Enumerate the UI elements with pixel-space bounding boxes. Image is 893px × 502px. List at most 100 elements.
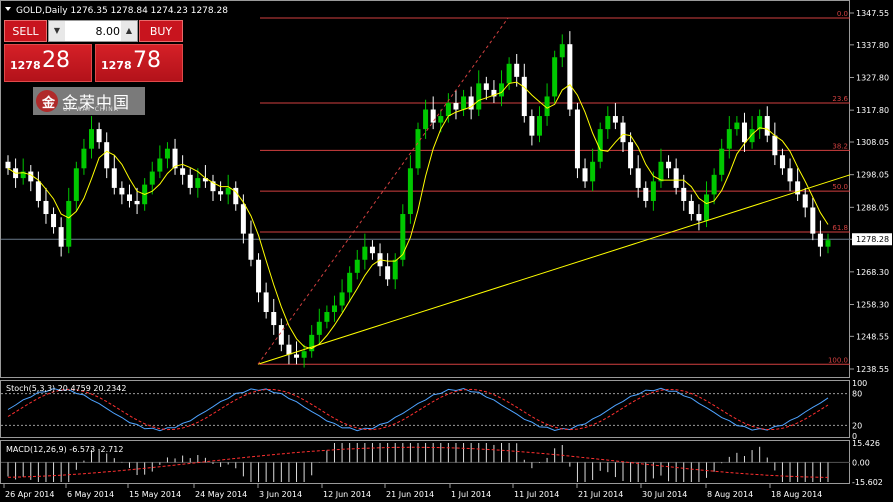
sell-button[interactable]: SELL [4, 20, 47, 42]
time-label: 21 Jul 2014 [578, 490, 623, 499]
candle-body [681, 187, 687, 201]
candle-body [772, 135, 778, 156]
fib-label-2: 38.2 [832, 142, 848, 150]
candle-body [688, 200, 694, 215]
logo-english-text: UP WAY CHINA [63, 106, 119, 113]
candle-body [263, 292, 269, 313]
candle-body [749, 129, 755, 143]
ask-price-button[interactable]: 1278 78 [95, 44, 183, 82]
candle-body [286, 344, 292, 355]
candle-body [248, 233, 254, 260]
candle-body [240, 204, 246, 234]
candle-body [445, 102, 451, 117]
candle-body [514, 63, 520, 77]
fib-label-0: 0.0 [837, 10, 848, 18]
candle-body [423, 109, 429, 130]
time-label: 3 Jun 2014 [259, 490, 302, 499]
candle-body [506, 63, 512, 84]
candle-body [301, 351, 307, 358]
candle-body [218, 191, 224, 195]
candle-body [825, 240, 831, 247]
bid-price-prefix: 1278 [10, 59, 41, 72]
candle-body [536, 116, 542, 136]
fib-label-1: 23.6 [832, 95, 848, 103]
candle-body [202, 178, 208, 182]
price-label: 1308.05 [856, 138, 889, 147]
chart-symbol-line: GOLD,Daily 1276.35 1278.84 1274.23 1278.… [16, 6, 228, 16]
candle-body [119, 187, 125, 195]
candle-body [58, 227, 64, 247]
fib-label-3: 50.0 [832, 183, 848, 191]
lot-decrease-icon[interactable]: ▼ [49, 21, 65, 41]
time-label: 15 May 2014 [129, 490, 181, 499]
stoch-main-line [7, 387, 829, 432]
candle-body [734, 122, 740, 130]
candle-body [643, 187, 649, 201]
macd-scale-label: -15.602 [852, 478, 883, 487]
candle-body [757, 116, 763, 130]
candle-body [567, 44, 573, 110]
candle-body [362, 246, 368, 260]
macd-scale-label: 15.426 [852, 439, 880, 448]
dropdown-arrow-icon[interactable] [5, 7, 11, 11]
price-label: 1298.05 [856, 171, 889, 180]
candle-body [104, 142, 110, 169]
candle-body [164, 148, 170, 159]
buy-button[interactable]: BUY [139, 20, 183, 42]
candle-body [233, 187, 239, 205]
candle-body [294, 354, 300, 358]
price-label: 1248.55 [856, 332, 889, 341]
candle-body [476, 83, 482, 110]
stoch-scale-label: 80 [852, 390, 862, 399]
candle-body [316, 321, 322, 335]
bid-price-button[interactable]: 1278 28 [4, 44, 92, 82]
candle-body [711, 174, 717, 195]
stochastic-lines: 100 80 20 0 [1, 379, 867, 441]
lot-size-input[interactable] [66, 22, 124, 40]
stoch-pane-frame [0, 380, 850, 438]
candle-body [400, 214, 406, 260]
candle-body [347, 272, 353, 293]
candle-body [430, 109, 436, 123]
ask-price-prefix: 1278 [101, 59, 132, 72]
lot-stepper: ▼ ▲ [48, 20, 138, 42]
candle-body [20, 171, 26, 179]
time-label: 11 Jul 2014 [514, 490, 559, 499]
candle-body [134, 200, 140, 205]
time-label: 1 Jul 2014 [451, 490, 491, 499]
time-label: 18 Aug 2014 [771, 490, 822, 499]
candle-body [225, 187, 231, 195]
candle-body [650, 181, 656, 201]
ask-price-pips: 78 [133, 48, 161, 73]
price-label: 1347.55 [856, 9, 889, 18]
current-price-label: 1278.28 [856, 235, 889, 244]
candle-body [81, 148, 87, 169]
lot-increase-icon[interactable]: ▲ [121, 21, 137, 41]
trend-overlays [7, 17, 851, 365]
candle-body [795, 181, 801, 195]
price-label: 1258.30 [856, 300, 889, 309]
candle-body [51, 214, 57, 228]
candle-body [385, 266, 391, 280]
price-label: 1268.30 [856, 268, 889, 277]
candle-body [666, 161, 672, 169]
candle-body [612, 116, 618, 123]
stoch-title: Stoch(5,3,3) 20.4759 20.2342 [6, 384, 126, 393]
candle-body [415, 129, 421, 169]
candle-body [483, 83, 489, 90]
candle-body [802, 194, 808, 208]
candle-body [810, 207, 816, 234]
fib-grid: 0.0 23.6 38.2 50.0 61.8 100.0 [1, 10, 850, 365]
price-label: 1327.80 [856, 74, 889, 83]
logo-chinese-text: 金荣中国 [62, 93, 131, 112]
candle-body [210, 181, 216, 192]
time-label: 30 Jul 2014 [642, 490, 687, 499]
candle-body [354, 259, 360, 273]
time-label: 26 Apr 2014 [5, 490, 54, 499]
candle-body [597, 129, 603, 162]
candle-body [66, 200, 72, 247]
candle-body [544, 96, 550, 117]
candle-body [461, 96, 467, 110]
time-label: 24 May 2014 [195, 490, 247, 499]
